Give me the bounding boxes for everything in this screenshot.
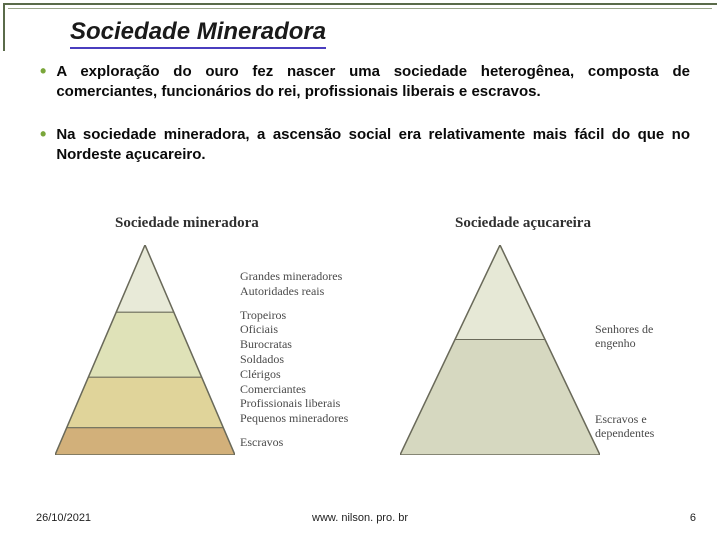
- slide-frame-top: [3, 3, 717, 5]
- pyramid-label: Senhores de engenho: [595, 323, 670, 351]
- diagram-area: Sociedade mineradora Sociedade açucareir…: [50, 215, 670, 485]
- pyramid-label: Oficiais: [240, 323, 348, 337]
- pyramid-label: Comerciantes: [240, 383, 348, 397]
- right-column-title: Sociedade açucareira: [455, 215, 591, 232]
- bullet-dot-icon: •: [40, 62, 46, 103]
- left-column-title: Sociedade mineradora: [115, 215, 259, 232]
- pyramid-label: Tropeiros: [240, 309, 348, 323]
- slide-frame-inner: [8, 8, 712, 9]
- pyramid-left: [55, 245, 235, 455]
- bullet-dot-icon: •: [40, 125, 46, 166]
- slide-title: Sociedade Mineradora: [70, 18, 326, 49]
- pyramid-label: Soldados: [240, 353, 348, 367]
- pyramid-label: Escravos e: [595, 413, 670, 427]
- footer-url: www. nilson. pro. br: [0, 512, 720, 524]
- bullet-item: • Na sociedade mineradora, a ascensão so…: [40, 125, 690, 166]
- bullet-text: A exploração do ouro fez nascer uma soci…: [56, 62, 690, 103]
- pyramid-label: Profissionais liberais: [240, 397, 348, 411]
- bullet-list: • A exploração do ouro fez nascer uma so…: [40, 62, 690, 187]
- pyramid-right: [400, 245, 600, 455]
- footer-page-number: 6: [690, 512, 696, 524]
- pyramid-label: Burocratas: [240, 338, 348, 352]
- pyramid-label: Escravos: [240, 436, 348, 450]
- pyramid-left-labels: Grandes mineradoresAutoridades reais Trop…: [240, 270, 348, 451]
- pyramid-label: Pequenos mineradores: [240, 412, 348, 426]
- pyramid-label: Autoridades reais: [240, 285, 348, 299]
- pyramid-right-labels: Senhores de engenho Escravos edependentes: [595, 323, 670, 442]
- pyramid-label: Grandes mineradores: [240, 270, 348, 284]
- bullet-text: Na sociedade mineradora, a ascensão soci…: [56, 125, 690, 166]
- slide-frame-side: [3, 3, 5, 51]
- pyramid-label: dependentes: [595, 427, 670, 441]
- pyramid-label: Clérigos: [240, 368, 348, 382]
- bullet-item: • A exploração do ouro fez nascer uma so…: [40, 62, 690, 103]
